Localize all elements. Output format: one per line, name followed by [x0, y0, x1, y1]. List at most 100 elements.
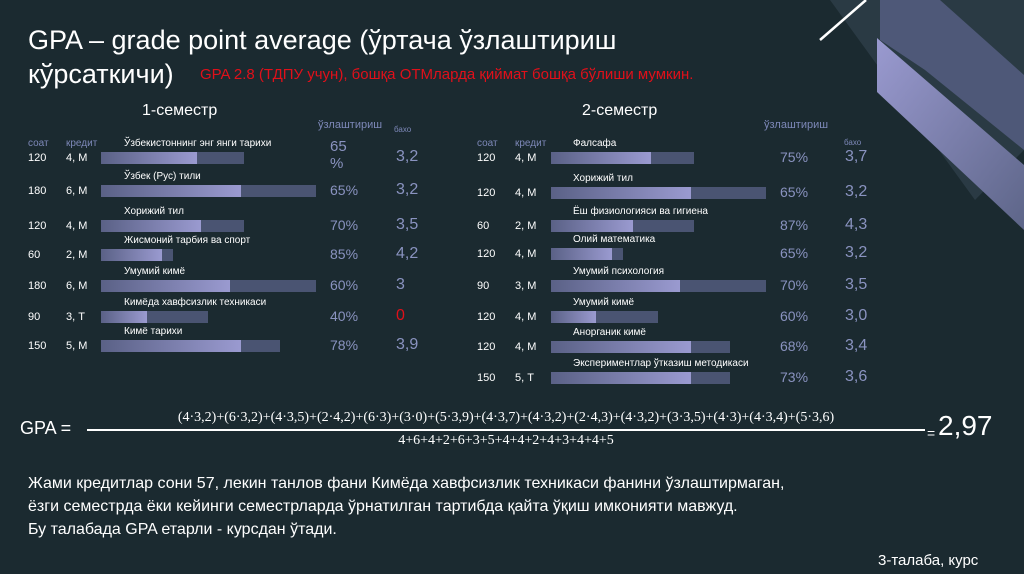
mastery-bar-fill [101, 340, 241, 352]
row-percent: 70% [780, 277, 809, 293]
mastery-bar-fill [101, 249, 162, 261]
row-subject: Хорижий тил [573, 173, 633, 184]
row-credit: 4, М [515, 311, 537, 323]
row-subject: Кимёда хавфсизлик техникаси [124, 297, 267, 308]
row-hours: 120 [28, 220, 47, 232]
row-credit: 5, Т [515, 372, 534, 384]
row-grade: 3,0 [845, 307, 868, 324]
gpa-note: GPA 2.8 (ТДПУ учун), бошқа ОТМларда қийм… [200, 66, 694, 83]
row-percent: 85% [330, 246, 359, 262]
header-grade: бахо [844, 138, 862, 147]
row-grade: 3,2 [845, 244, 868, 261]
mastery-bar-track [551, 280, 766, 292]
row-hours: 90 [477, 280, 490, 292]
formula-label: GPA = [20, 418, 72, 438]
page-title: GPA – grade point average (ўртача ўзлашт… [28, 25, 617, 55]
mastery-bar-fill [551, 187, 691, 199]
row-grade: 3,5 [845, 276, 868, 293]
mastery-bar-track [101, 220, 245, 232]
row-grade: 3,9 [396, 336, 419, 353]
row-hours: 90 [28, 311, 41, 323]
mastery-bar-fill [101, 185, 241, 197]
header-credit: кредит [515, 138, 547, 149]
row-subject: Ўзбекистоннинг энг янги тарихи [124, 138, 272, 149]
row-subject: Жисмоний тарбия ва спорт [124, 235, 251, 246]
row-credit: 6, М [66, 185, 88, 197]
row-grade: 3,2 [396, 148, 419, 165]
row-credit: 4, М [515, 152, 537, 164]
explanation-line: Бу талабада GPA етарли - курсдан ўтади. [28, 521, 337, 538]
row-subject: Кимё тарихи [124, 326, 183, 337]
row-grade: 3,6 [845, 368, 868, 385]
mastery-bar-track [101, 311, 209, 323]
header-mastery: ўзлаштириш [764, 119, 829, 131]
row-subject: Умумий кимё [573, 297, 635, 308]
row-percent: 40% [330, 308, 359, 324]
row-grade: 4,3 [845, 216, 868, 233]
row-hours: 180 [28, 185, 47, 197]
gpa-result: 2,97 [938, 410, 993, 441]
mastery-bar-track [101, 249, 173, 261]
formula-equals: = [927, 425, 936, 441]
explanation-line: ёзги семестрда ёки кейинги семестрларда … [28, 498, 738, 515]
row-credit: 5, М [66, 340, 88, 352]
row-grade: 3,2 [396, 181, 419, 198]
row-hours: 150 [477, 372, 496, 384]
row-grade: 3,2 [845, 183, 868, 200]
mastery-bar-track [551, 311, 659, 323]
row-subject: Хорижий тил [124, 206, 184, 217]
row-credit: 4, М [515, 341, 537, 353]
row-percent: 73% [780, 369, 809, 385]
mastery-bar-track [101, 152, 245, 164]
mastery-bar-track [551, 341, 730, 353]
semester-title: 2-семестр [582, 102, 658, 119]
mastery-bar-fill [551, 372, 691, 384]
row-hours: 120 [477, 187, 496, 199]
footer-label: 3-талаба, курс [878, 552, 979, 569]
row-hours: 120 [477, 248, 496, 260]
mastery-bar-fill [551, 220, 633, 232]
mastery-bar-fill [101, 311, 148, 323]
row-percent: 65% [330, 182, 359, 198]
row-subject: Умумий психология [573, 266, 664, 277]
mastery-bar-track [551, 220, 695, 232]
row-hours: 120 [28, 152, 47, 164]
row-hours: 60 [477, 220, 490, 232]
mastery-bar-fill [101, 280, 230, 292]
mastery-bar-track [551, 187, 766, 199]
page-title-line2: кўрсаткичи) [28, 59, 174, 89]
mastery-bar-track [551, 372, 730, 384]
formula-numerator: (4·3,2)+(6·3,2)+(4·3,5)+(2·4,2)+(6·3)+(3… [177, 410, 835, 425]
row-hours: 120 [477, 152, 496, 164]
row-grade: 3,5 [396, 216, 419, 233]
row-grade: 0 [396, 307, 405, 324]
mastery-bar-track [101, 280, 316, 292]
header-mastery: ўзлаштириш [318, 119, 383, 131]
mastery-bar-fill [551, 280, 680, 292]
row-grade: 3,7 [845, 148, 868, 165]
row-credit: 4, М [66, 220, 88, 232]
semester-title: 1-семестр [142, 102, 218, 119]
row-hours: 120 [477, 311, 496, 323]
mastery-bar-track [101, 185, 316, 197]
row-credit: 6, М [66, 280, 88, 292]
row-subject: Экспериментлар ўтказиш методикаси [573, 358, 749, 369]
mastery-bar-track [101, 340, 280, 352]
row-credit: 4, М [515, 248, 537, 260]
row-credit: 3, Т [66, 311, 85, 323]
mastery-bar-fill [551, 248, 612, 260]
row-subject: Ўзбек (Рус) тили [124, 171, 201, 182]
row-subject: Ёш физиологияси ва гигиена [573, 206, 708, 217]
mastery-bar-fill [551, 152, 652, 164]
row-hours: 120 [477, 341, 496, 353]
row-subject: Умумий кимё [124, 266, 186, 277]
explanation-line: Жами кредитлар сони 57, лекин танлов фан… [28, 475, 785, 492]
header-hours: соат [477, 138, 498, 149]
row-credit: 4, М [515, 187, 537, 199]
row-percent: 65% [780, 245, 809, 261]
row-percent: 65% [780, 184, 809, 200]
row-hours: 60 [28, 249, 41, 261]
row-percent: 60% [330, 277, 359, 293]
row-credit: 2, М [515, 220, 537, 232]
